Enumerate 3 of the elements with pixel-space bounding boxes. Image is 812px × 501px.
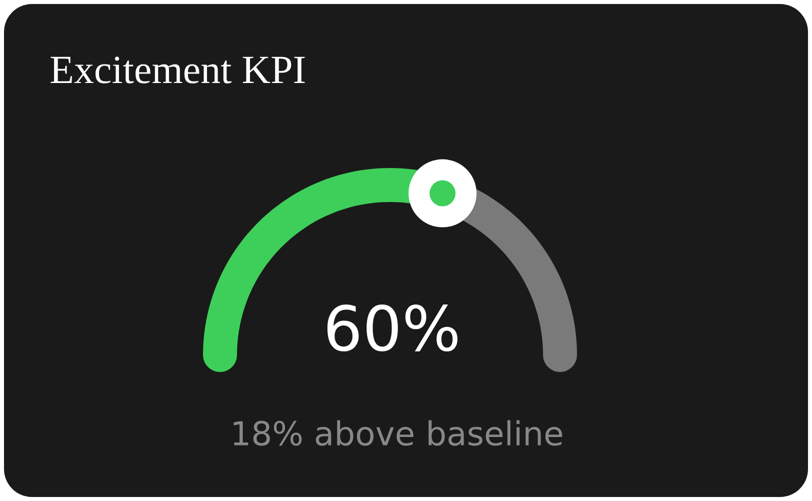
text: 18% above baseline [234,420,562,446]
chart-title: Excitement KPI [50,56,305,84]
data-label: 60% [327,304,458,352]
